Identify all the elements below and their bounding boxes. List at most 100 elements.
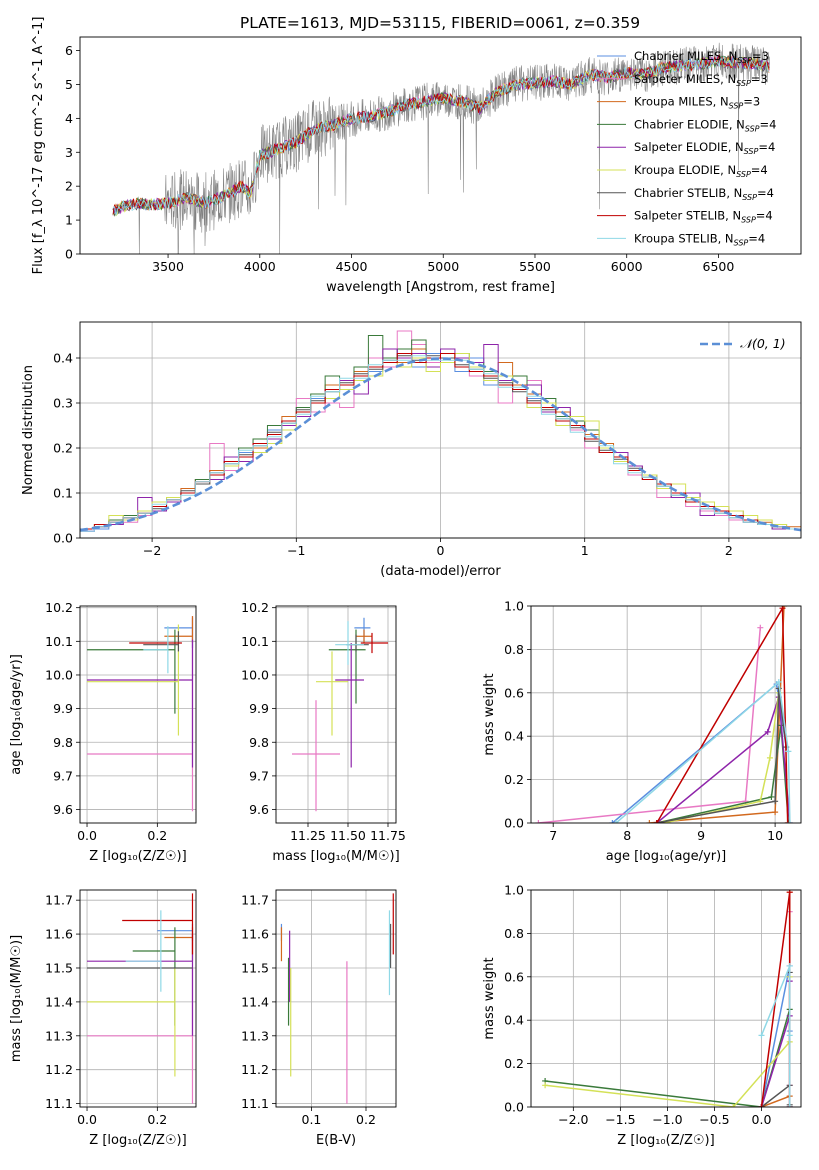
x-tick-label: 3500	[152, 259, 184, 274]
mass-weight-marker	[786, 1104, 793, 1107]
massweight_vs_age-plot-area	[535, 606, 793, 823]
y-tick-label: 9.6	[53, 802, 73, 817]
y-tick-label: 11.1	[45, 1096, 73, 1111]
x-tick-label: −2.0	[558, 1112, 588, 1127]
x-axis-label: wavelength [Angstrom, rest frame]	[326, 280, 555, 295]
mass-weight-line	[656, 688, 787, 823]
mass-weight-marker	[772, 798, 779, 805]
x-tick-label: 0.0	[77, 1112, 97, 1127]
errorbar-point	[335, 621, 364, 665]
y-tick-label: 10.1	[241, 634, 269, 649]
mass-weight-line	[615, 680, 791, 823]
mass-weight-marker	[786, 962, 793, 969]
y-tick-label: 9.8	[53, 735, 73, 750]
spectrum-axes: 3500 4000 4500 5000 5500 6000 6500 0 1 2 3 4 5 6 wavel…	[31, 17, 802, 295]
mass_vs_Z-plot-area	[87, 893, 194, 1104]
mass-weight-marker	[646, 820, 653, 823]
y-tick-label: 10.0	[45, 667, 73, 682]
errorbar-point	[87, 967, 176, 1077]
errorbar-point	[292, 700, 340, 812]
x-tick-label: 0.0	[77, 828, 97, 843]
y-tick-label: 11.2	[45, 1062, 73, 1077]
massweight_vs_age-frame	[530, 605, 802, 824]
x-tick-label: 0.2	[147, 828, 167, 843]
y-tick-label: 4	[65, 111, 73, 126]
y-tick-label: 1.0	[504, 599, 524, 614]
mass-weight-marker	[758, 1032, 765, 1039]
errorbar-point	[122, 893, 194, 955]
y-tick-label: 11.3	[241, 1028, 269, 1043]
y-tick-label: 11.6	[241, 927, 269, 942]
x-axis-label: Z [log₁₀(Z/Z☉)]	[617, 1133, 714, 1148]
legend-entry: Kroupa STELIB, NSSP=4	[634, 231, 765, 247]
errorbar-point	[143, 626, 169, 674]
y-tick-label: 11.5	[241, 960, 269, 975]
age_vs_mass-frame	[275, 605, 397, 824]
x-tick-label: 1	[581, 543, 589, 558]
errorbar-point	[143, 631, 180, 652]
y-tick-label: 11.6	[45, 927, 73, 942]
x-tick-label: 0.2	[356, 1112, 376, 1127]
y-tick-label: 9.9	[249, 701, 269, 716]
x-tick-label: 0.2	[147, 1112, 167, 1127]
figure-title: PLATE=1613, MJD=53115, FIBERID=0061, z=0…	[240, 14, 640, 32]
y-tick-label: 9.7	[249, 768, 269, 783]
y-tick-label: 6	[65, 43, 73, 58]
residuals-frame	[79, 321, 802, 539]
y-tick-label: 0.0	[504, 816, 524, 831]
x-tick-label: 10	[767, 828, 783, 843]
errorbar-point	[125, 910, 162, 992]
y-tick-label: 3	[65, 145, 73, 160]
y-tick-label: 5	[65, 77, 73, 92]
y-tick-label: 11.1	[241, 1096, 269, 1111]
mass-weight-line	[760, 965, 791, 1107]
x-axis-label: age [log₁₀(age/yr)]	[606, 849, 727, 864]
y-tick-label: 10.1	[45, 634, 73, 649]
mass-weight-marker	[535, 820, 542, 823]
y-tick-label: 0.0	[53, 531, 73, 546]
legend-entry: Chabrier ELODIE, NSSP=4	[634, 117, 776, 133]
mass_vs_Z-frame	[79, 889, 197, 1108]
y-tick-label: 0.2	[504, 772, 524, 787]
y-tick-label: 0.0	[504, 1100, 524, 1115]
y-tick-label: 11.4	[241, 994, 269, 1009]
mass-weight-line	[656, 696, 791, 823]
mass-weight-marker	[653, 820, 660, 823]
x-tick-label: 0.1	[302, 1112, 322, 1127]
mass_vs_EBV-axes: 0.1 0.2 11.1 11.2 11.3 11.4 11.5 11.6 11.7 E(B-V)	[241, 889, 397, 1148]
mass-weight-marker	[613, 820, 620, 823]
y-tick-label: 11.3	[45, 1028, 73, 1043]
age_vs_mass-plot-area	[292, 617, 388, 812]
y-tick-label: 2	[65, 179, 73, 194]
mass-weight-marker	[786, 1032, 793, 1039]
x-tick-label: 5500	[519, 259, 551, 274]
x-axis-label: mass [log₁₀(M/M☉)]	[272, 849, 399, 864]
mass-weight-marker	[772, 809, 779, 816]
x-tick-label: 9	[697, 828, 705, 843]
x-tick-label: 4500	[336, 259, 368, 274]
spectrum-model-line	[112, 55, 770, 216]
legend-entry: Salpeter STELIB, NSSP=4	[634, 209, 773, 225]
y-tick-label: 0.3	[53, 396, 73, 411]
legend-entry: Kroupa ELODIE, NSSP=4	[634, 163, 768, 179]
age_vs_mass-axes: 11.25 11.50 11.75 9.6 9.7 9.8 9.9 10.0 10.1 10.2 m…	[241, 600, 406, 864]
mass-weight-marker	[768, 793, 775, 800]
mass-weight-marker	[609, 820, 616, 823]
x-tick-label: 6000	[611, 259, 643, 274]
mass-weight-marker	[786, 820, 793, 823]
x-tick-label: 4000	[244, 259, 276, 274]
x-tick-label: −2	[143, 543, 161, 558]
y-axis-label: mass [log₁₀(M/M☉)]	[9, 935, 24, 1062]
mass-weight-marker	[542, 1082, 549, 1089]
mass_vs_Z-axes: 0.0 0.2 11.1 11.2 11.3 11.4 11.5 11.6 11.7 Z [log…	[9, 889, 197, 1148]
x-tick-label: −1	[287, 543, 305, 558]
normal-distribution-curve	[80, 357, 801, 532]
x-tick-label: 8	[623, 828, 631, 843]
x-axis-label: E(B-V)	[316, 1133, 356, 1148]
spectrum-legend: Chabrier MILES, NSSP=3 Salpeter MILES, NS…	[597, 49, 776, 247]
spectrum-plot-area	[112, 42, 770, 254]
mass-weight-marker	[766, 754, 773, 761]
y-tick-label: 0.8	[504, 642, 524, 657]
x-tick-label: 11.50	[330, 828, 366, 843]
